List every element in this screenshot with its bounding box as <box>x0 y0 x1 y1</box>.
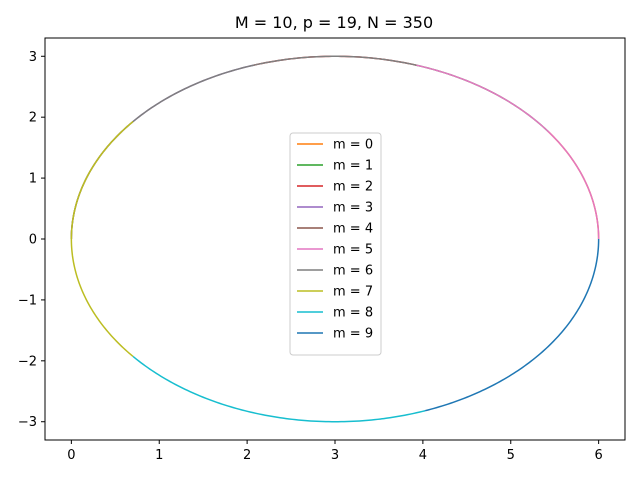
x-tick-label: 1 <box>155 448 163 463</box>
legend-label-m1: m = 1 <box>333 159 373 174</box>
legend-label-m3: m = 3 <box>333 201 373 216</box>
y-tick-label: −3 <box>18 415 37 430</box>
plot-curves <box>70 55 600 423</box>
series-line-m9 <box>424 238 600 412</box>
series-line-m8 <box>132 355 426 423</box>
legend-box <box>289 132 382 356</box>
x-tick-label: 6 <box>594 448 602 463</box>
legend-label-m6: m = 6 <box>333 264 373 279</box>
x-tick-label: 4 <box>419 448 427 463</box>
x-tick-label: 0 <box>67 448 75 463</box>
legend-label-m4: m = 4 <box>333 222 373 237</box>
series-line-m5 <box>416 64 600 240</box>
y-tick-label: 1 <box>29 172 37 187</box>
x-tick-label: 3 <box>331 448 339 463</box>
legend-label-m7: m = 7 <box>333 285 373 300</box>
y-tick-label: −1 <box>18 293 37 308</box>
y-axis-ticks: −3 −2 −1 0 1 2 3 <box>18 50 45 430</box>
x-axis-ticks: 0 1 2 3 4 5 6 <box>67 440 603 463</box>
x-tick-label: 5 <box>507 448 515 463</box>
y-tick-label: 0 <box>29 233 37 248</box>
legend-label-m2: m = 2 <box>333 180 373 195</box>
y-tick-label: −2 <box>18 354 37 369</box>
legend-label-m8: m = 8 <box>333 306 373 321</box>
chart-title: M = 10, p = 19, N = 350 <box>235 13 433 32</box>
series-line-m7 <box>70 120 134 358</box>
legend: m = 0 m = 1 m = 2 m = 3 m = 4 m = 5 m = 6 m = 7… <box>289 132 382 356</box>
legend-label-m9: m = 9 <box>333 327 373 342</box>
legend-label-m0: m = 0 <box>333 138 373 153</box>
y-tick-label: 2 <box>29 111 37 126</box>
x-tick-label: 2 <box>243 448 251 463</box>
legend-label-m5: m = 5 <box>333 243 373 258</box>
y-tick-label: 3 <box>29 50 37 65</box>
